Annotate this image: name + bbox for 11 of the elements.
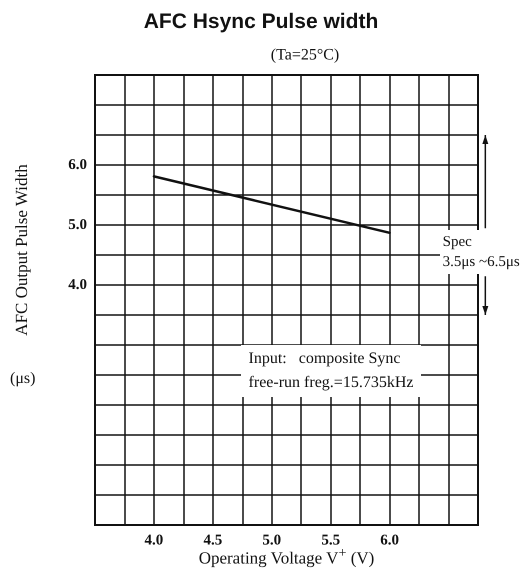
annotation: Input: composite Sync free-run freg.=15.735kHz (240, 345, 422, 397)
y-tick-label: 5.0 (68, 217, 87, 233)
chart-title: AFC Hsync Pulse width (144, 10, 378, 33)
y-tick-label: 6.0 (68, 157, 87, 173)
x-tick-label: 4.0 (144, 532, 164, 548)
annotation: Spec 3.5μs ~6.5μs (440, 230, 522, 274)
text: (μs) (10, 370, 36, 388)
y-tick-label: 4.0 (68, 277, 87, 293)
y-axis-title: AFC Output Pulse Width (12, 164, 32, 336)
chart-subtitle: (Ta=25°C) (270, 46, 340, 64)
x-tick-label: 6.0 (380, 532, 399, 548)
